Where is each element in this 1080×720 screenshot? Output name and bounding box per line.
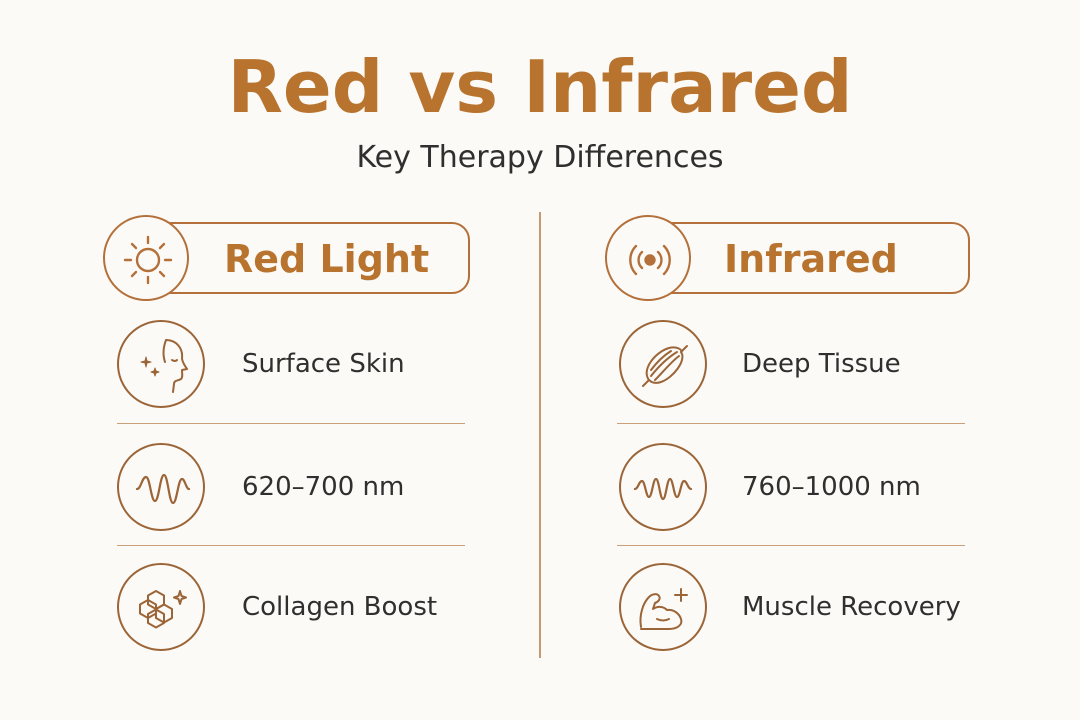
radiating-signal-icon <box>605 215 691 301</box>
left-row-1-separator <box>117 423 465 424</box>
left-row-2-label: 620–700 nm <box>242 472 405 502</box>
right-row-1-separator <box>617 423 965 424</box>
hexagon-cluster-icon <box>117 563 205 651</box>
left-header-pill <box>140 222 470 294</box>
column-divider <box>539 212 541 658</box>
face-sparkle-icon <box>117 320 205 408</box>
muscle-fiber-icon <box>619 320 707 408</box>
right-row-2-label: 760–1000 nm <box>742 472 921 502</box>
wave-icon <box>619 443 707 531</box>
left-row-1-label: Surface Skin <box>242 349 405 379</box>
right-row-3-label: Muscle Recovery <box>742 592 961 622</box>
left-row-2-separator <box>117 545 465 546</box>
left-row-3-label: Collagen Boost <box>242 592 438 622</box>
right-row-2-separator <box>617 545 965 546</box>
page-title: Red vs Infrared <box>227 45 853 129</box>
flexed-arm-icon <box>619 563 707 651</box>
left-header-label: Red Light <box>224 237 430 281</box>
sun-icon <box>103 215 189 301</box>
page-subtitle: Key Therapy Differences <box>356 140 724 175</box>
right-row-1-label: Deep Tissue <box>742 349 901 379</box>
right-header-label: Infrared <box>724 237 898 281</box>
wave-icon <box>117 443 205 531</box>
